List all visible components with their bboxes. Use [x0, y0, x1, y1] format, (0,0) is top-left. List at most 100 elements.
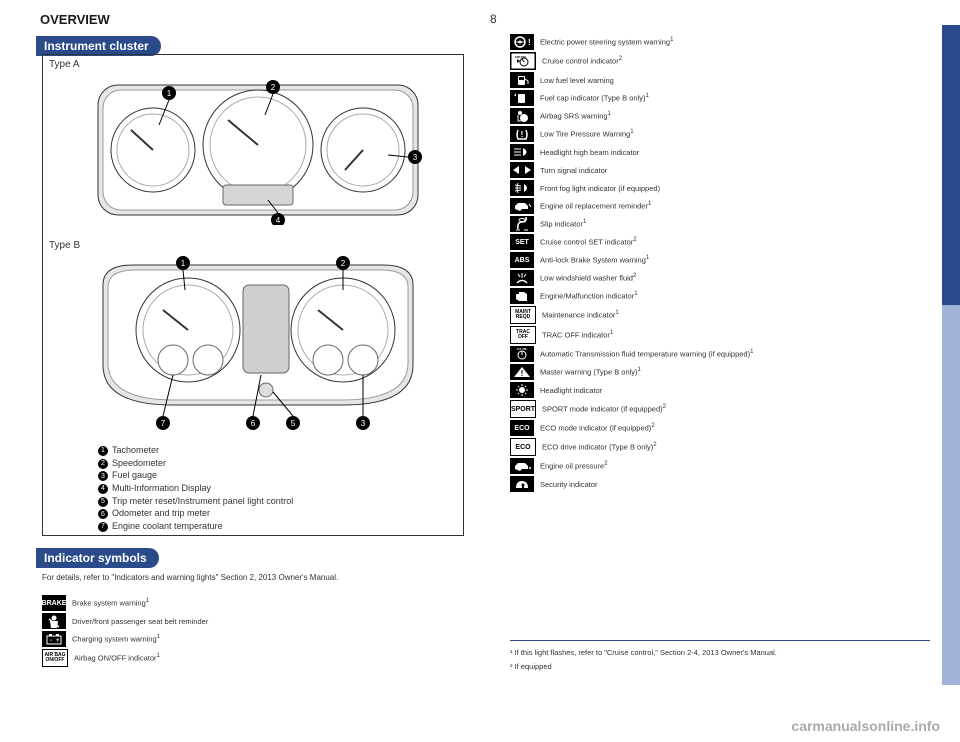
engine-icon	[510, 288, 534, 304]
cluster-legend: 1Tachometer 2Speedometer 3Fuel gauge 4Mu…	[98, 445, 293, 534]
legend-1: Tachometer	[112, 445, 159, 457]
page-number-left: 8	[490, 12, 497, 26]
legend-3: Fuel gauge	[112, 470, 157, 482]
indicator-brake: BRAKE Brake system warning1	[42, 595, 462, 611]
eco-label: ECO mode indicator (if equipped)2	[540, 423, 655, 433]
indicator-intro: For details, refer to "Indicators and wa…	[42, 572, 462, 583]
legend-2: Speedometer	[112, 458, 166, 470]
security-icon	[510, 476, 534, 492]
indicator-washer: Low windshield washer fluid2	[510, 270, 920, 286]
type-a-label: Type A	[49, 59, 80, 70]
slip-icon	[510, 216, 534, 232]
tpms-label: Low Tire Pressure Warning1	[540, 129, 634, 139]
legend-4: Multi-Information Display	[112, 483, 211, 495]
indicator-eco: ECOECO mode indicator (if equipped)2	[510, 420, 920, 436]
indicator-battery: Charging system warning1	[42, 631, 462, 647]
cruiseset-label: Cruise control SET indicator2	[540, 237, 637, 247]
indicator-oilpress: Engine oil pressure2	[510, 458, 920, 474]
indicator-engine: Engine/Malfunction indicator1	[510, 288, 920, 304]
side-tab	[942, 25, 960, 305]
indicator-eps: Electric power steering system warning1	[510, 34, 920, 50]
indicator-seatbelt: Driver/front passenger seat belt reminde…	[42, 613, 462, 629]
cruiseset-icon: SET	[510, 234, 534, 250]
eps-label: Electric power steering system warning1	[540, 37, 673, 47]
sport-label: SPORT mode indicator (if equipped)2	[542, 404, 666, 414]
maint-icon: MAINT REQD	[510, 306, 536, 324]
indicators-left-column: BRAKE Brake system warning1 Driver/front p…	[42, 595, 462, 669]
airbag-label: Airbag ON/OFF indicator1	[74, 653, 160, 663]
washer-label: Low windshield washer fluid2	[540, 273, 636, 283]
svg-text:1: 1	[167, 89, 172, 98]
footnote-1: ¹ If this light flashes, refer to "Cruis…	[510, 648, 920, 658]
turn-label: Turn signal indicator	[540, 166, 607, 175]
battery-icon	[42, 631, 66, 647]
cluster-type-b-diagram: 1 2 3 5 6 7	[93, 255, 423, 435]
abs-label: Anti-lock Brake System warning1	[540, 255, 649, 265]
lowfuel-label: Low fuel level warning	[540, 76, 614, 85]
tracoff-icon: TRAC OFF	[510, 326, 536, 344]
indicator-ecodrive: ECO ECO drive indicator (Type B only)2	[510, 438, 920, 456]
brake-icon: BRAKE	[42, 595, 66, 611]
hltell-label: Headlight indicator	[540, 386, 602, 395]
section-indicator-symbols: Indicator symbols	[36, 548, 159, 568]
cluster-type-a-diagram: 1 2 3 4	[93, 75, 423, 225]
legend-7: Engine coolant temperature	[112, 521, 223, 533]
indicator-frontfog: Front fog light indicator (if equipped)	[510, 180, 920, 196]
fuelcap-label: Fuel cap indicator (Type B only)1	[540, 93, 649, 103]
svg-text:3: 3	[413, 153, 418, 162]
indicator-srs: Airbag SRS warning1	[510, 108, 920, 124]
lowfuel-icon	[510, 72, 534, 88]
cruise-on-label: Cruise control indicator2	[542, 56, 622, 66]
turn-icon	[510, 162, 534, 178]
page: OVERVIEW 8 Instrument cluster Type A 1	[0, 0, 960, 742]
indicator-engoil: Engine oil replacement reminder1	[510, 198, 920, 214]
seatbelt-icon	[42, 613, 66, 629]
indicators-right-column: Electric power steering system warning1 C…	[510, 34, 920, 494]
ecodrive-icon: ECO	[510, 438, 536, 456]
indicator-turn: Turn signal indicator	[510, 162, 920, 178]
headlight-label: Headlight high beam indicator	[540, 148, 639, 157]
headlight-icon	[510, 144, 534, 160]
side-tab	[942, 305, 960, 495]
indicator-sport: SPORTSPORT mode indicator (if equipped)2	[510, 400, 920, 418]
type-b-label: Type B	[49, 240, 80, 251]
battery-label: Charging system warning1	[72, 634, 160, 644]
ecodrive-label: ECO drive indicator (Type B only)2	[542, 442, 657, 452]
svg-text:2: 2	[271, 83, 276, 92]
svg-text:5: 5	[291, 419, 296, 428]
svg-text:4: 4	[276, 216, 281, 225]
oilpress-icon	[510, 458, 534, 474]
washer-icon	[510, 270, 534, 286]
frontfog-label: Front fog light indicator (if equipped)	[540, 184, 660, 193]
legend-5: Trip meter reset/Instrument panel light …	[112, 496, 293, 508]
divider	[510, 640, 930, 641]
page-header: OVERVIEW	[40, 12, 110, 27]
svg-text:3: 3	[361, 419, 366, 428]
legend-6: Odometer and trip meter	[112, 508, 210, 520]
engoil-label: Engine oil replacement reminder1	[540, 201, 651, 211]
indicator-security: Security indicator	[510, 476, 920, 492]
eps-icon	[510, 34, 534, 50]
tpms-icon	[510, 126, 534, 142]
master-label: Master warning (Type B only)1	[540, 367, 641, 377]
indicator-cruiseset: SET Cruise control SET indicator2	[510, 234, 920, 250]
brake-label: Brake system warning1	[72, 598, 149, 608]
engine-label: Engine/Malfunction indicator1	[540, 291, 638, 301]
srs-label: Airbag SRS warning1	[540, 111, 611, 121]
indicator-fuelcap: Fuel cap indicator (Type B only)1	[510, 90, 920, 106]
security-label: Security indicator	[540, 480, 598, 489]
master-icon	[510, 364, 534, 380]
indicator-hltell: Headlight indicator	[510, 382, 920, 398]
watermark: carmanualsonline.info	[791, 718, 940, 734]
fuelcap-icon	[510, 90, 534, 106]
airbag-icon: AIR BAG ON/OFF	[42, 649, 68, 667]
srs-icon	[510, 108, 534, 124]
indicator-abs: ABSAnti-lock Brake System warning1	[510, 252, 920, 268]
tracoff-label: TRAC OFF indicator1	[542, 330, 613, 340]
indicator-master: Master warning (Type B only)1	[510, 364, 920, 380]
oilpress-label: Engine oil pressure2	[540, 461, 608, 471]
indicator-lowfuel: Low fuel level warning	[510, 72, 920, 88]
indicator-slip: Slip indicator1	[510, 216, 920, 232]
svg-text:6: 6	[251, 419, 256, 428]
svg-text:7: 7	[161, 419, 166, 428]
